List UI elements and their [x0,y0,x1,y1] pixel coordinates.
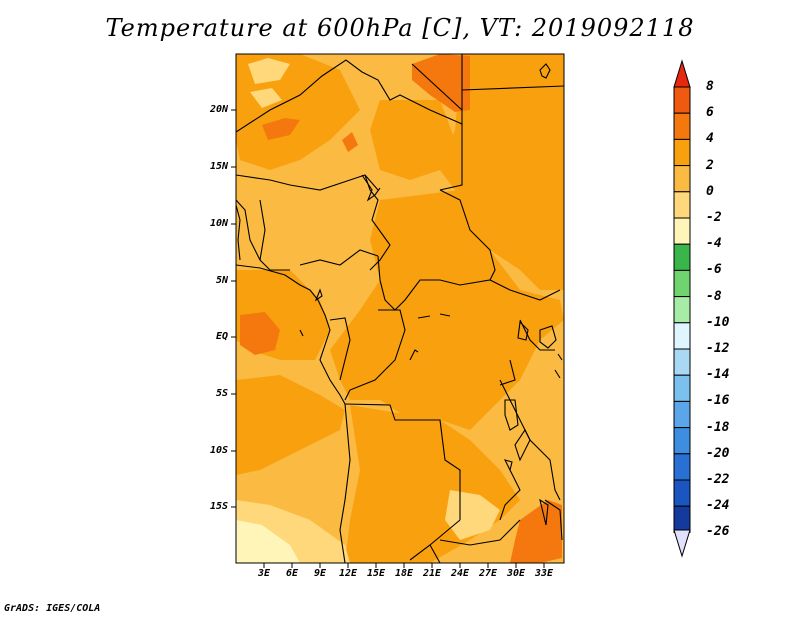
lon-label-3e: 3E [257,568,271,579]
coastline [235,174,381,405]
lon-label-33e: 33E [534,568,554,579]
colorbar-box [673,86,691,114]
colorbar-box [673,191,691,219]
temp-region-2-4-coast [236,375,345,475]
colorbar-box [673,217,691,245]
temp-region-neg2-0-north [248,58,290,84]
lat-label-10n: 10N [209,218,228,229]
colorbar-label: -6 [706,262,722,278]
lat-label-15s: 15S [209,501,228,512]
colorbar-label: -20 [706,445,730,461]
colorbar-label: 6 [706,105,714,121]
colorbar-box [673,505,691,533]
colorbar-box [673,138,691,167]
colorbar-label: -16 [706,393,730,409]
colorbar-boxes [673,86,691,533]
lon-label-18e: 18E [394,568,414,579]
lat-label-15n: 15N [209,161,228,172]
colorbar-box [673,453,691,481]
chart-title: Temperature at 600hPa [C], VT: 201909211… [105,14,695,42]
colorbar [673,59,691,558]
grads-credit: GrADS: IGES/COLA [4,603,101,614]
colorbar-label: 0 [706,183,714,199]
lon-label-6e: 6E [285,568,299,579]
colorbar-box [673,479,691,507]
colorbar-box [673,269,691,298]
colorbar-label: -18 [706,419,730,435]
colorbar-box [673,348,691,376]
lon-label-24e: 24E [450,568,470,579]
colorbar-label: -12 [706,341,730,356]
colorbar-label: -26 [706,524,730,540]
colorbar-box [673,112,691,140]
lon-label-21e: 21E [422,568,442,579]
lon-label-9e: 9E [313,568,327,579]
colorbar-label: -8 [706,288,722,304]
lon-label-12e: 12E [338,568,358,579]
colorbar-box [673,296,691,324]
colorbar-label: 2 [706,157,714,173]
lat-label-10s: 10S [209,445,228,456]
colorbar-box [673,322,691,350]
temp-region-2-4-sahel [370,100,455,180]
lat-label-20n: 20N [209,104,228,115]
colorbar-label: -24 [706,498,730,514]
colorbar-box [673,165,691,193]
temp-region-2-4-central [330,190,564,430]
axis-ticks [231,109,545,568]
lat-label-5n: 5N [215,275,228,286]
temp-region-neg4-neg2-sw [236,520,300,563]
colorbar-label: -14 [706,367,730,383]
colorbar-box [673,374,691,402]
colorbar-bottom-arrow [673,529,691,558]
temp-region-4-6-northwest [262,118,300,140]
colorbar-box [673,427,691,455]
lat-label-5s: 5S [215,388,228,399]
colorbar-label: 4 [706,131,714,147]
temp-region-neg2-0-north2 [250,88,282,108]
colorbar-label: -4 [706,236,722,252]
colorbar-label: -22 [706,472,730,487]
colorbar-label: 8 [706,79,714,94]
temp-region-4-6-southeast [510,500,562,563]
colorbar-label: -2 [706,210,722,225]
lon-label-15e: 15E [366,568,386,579]
colorbar-box [673,400,691,429]
map-panel [231,53,565,568]
temp-region-4-6-north-spot [342,132,358,152]
lon-label-30e: 30E [506,568,526,579]
colorbar-box [673,243,691,271]
colorbar-top-arrow [673,59,691,88]
temp-region-4-6-west [240,312,280,355]
lon-label-27e: 27E [478,568,498,579]
lat-label-eq: EQ [215,331,228,342]
lakes [409,63,563,526]
temp-region-neg2-0-southeast [445,490,500,540]
colorbar-label: -10 [706,314,730,330]
temp-region-4-6-north [412,54,470,112]
map-frame [235,53,565,564]
temp-region-2-4-north [236,54,360,170]
